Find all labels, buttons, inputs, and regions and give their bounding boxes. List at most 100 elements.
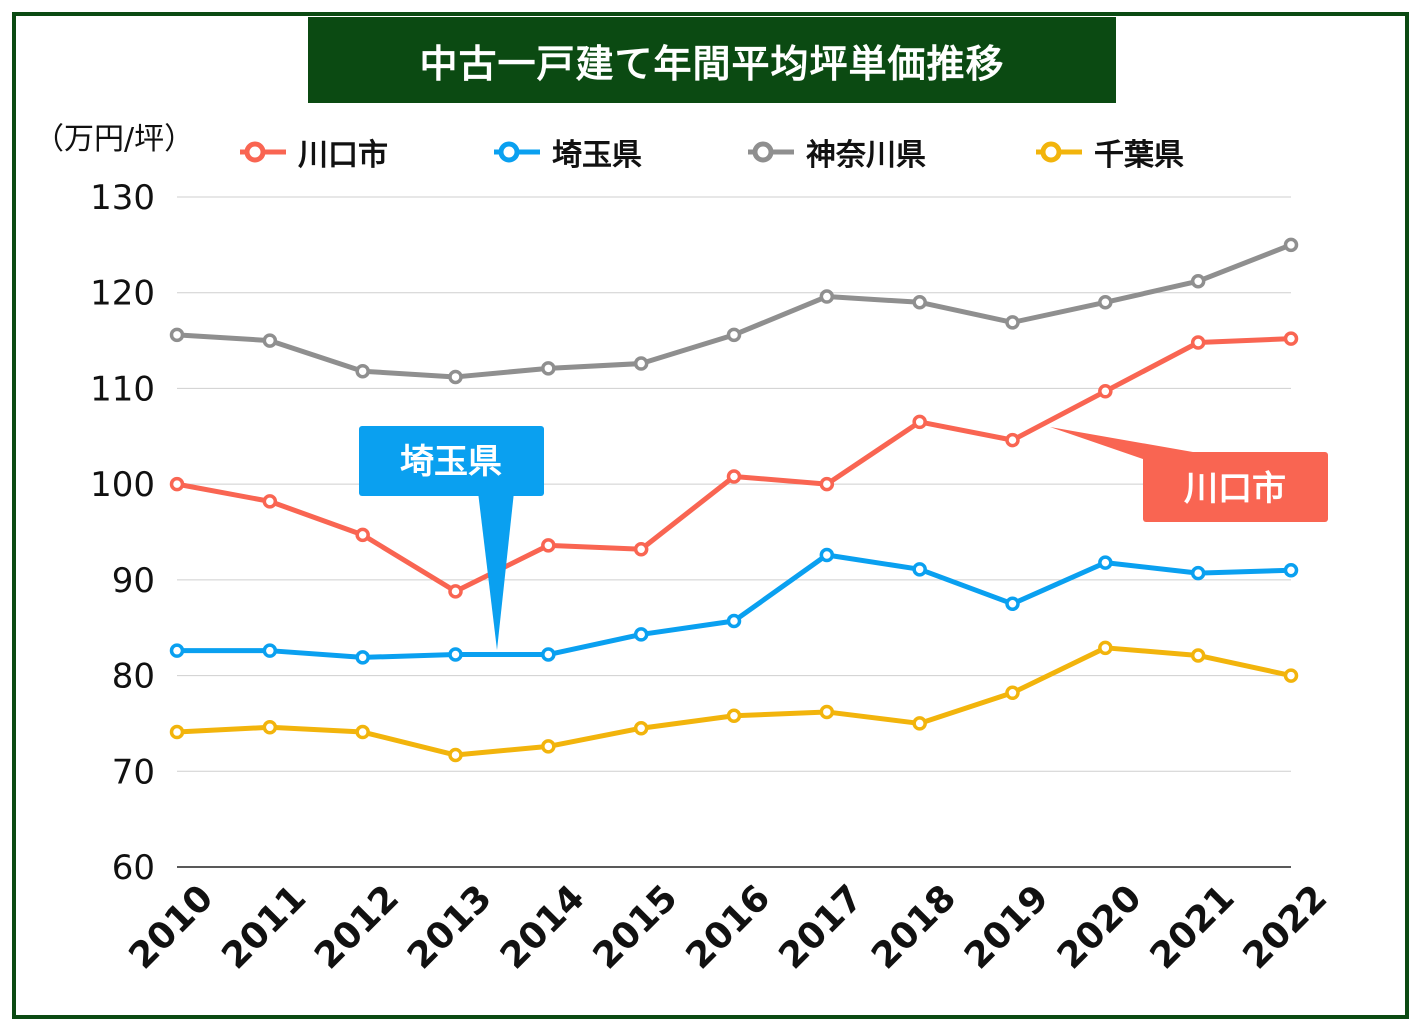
y-tick-label: 100: [90, 465, 155, 505]
y-axis-unit-label: （万円/坪）: [34, 122, 195, 157]
legend-label: 千葉県: [1094, 138, 1184, 173]
data-point: [1005, 685, 1020, 701]
series-1: [169, 547, 1299, 665]
data-point: [169, 327, 185, 343]
legend-label: 川口市: [298, 138, 388, 173]
data-point: [262, 494, 278, 509]
series-2: [169, 237, 1299, 385]
data-point: [1005, 596, 1020, 612]
data-point: [1283, 668, 1299, 683]
data-point: [355, 650, 370, 665]
data-point: [1283, 331, 1299, 346]
data-point: [819, 547, 835, 563]
x-tick-label: 2016: [679, 877, 779, 977]
y-tick-label: 60: [112, 848, 155, 888]
legend-label: 埼玉県: [552, 138, 642, 173]
data-point: [1098, 295, 1113, 310]
data-point: [1190, 648, 1206, 663]
x-tick-label: 2013: [400, 877, 500, 977]
y-tick-label: 110: [90, 369, 155, 409]
data-point: [541, 361, 556, 376]
data-point: [262, 333, 278, 348]
y-tick-label: 90: [112, 561, 155, 601]
data-point: [819, 476, 835, 492]
data-point: [262, 643, 278, 658]
legend-marker-icon: [494, 141, 540, 163]
x-tick-label: 2015: [586, 877, 686, 977]
callout-kawaguchi-label: 川口市: [1184, 469, 1286, 509]
x-tick-label: 2020: [1050, 877, 1150, 977]
data-point: [912, 716, 927, 731]
y-tick-label: 130: [90, 178, 155, 218]
data-point: [1283, 237, 1299, 253]
data-point: [1190, 273, 1206, 289]
data-point: [1005, 315, 1020, 330]
y-tick-label: 120: [90, 274, 155, 314]
data-point: [1190, 335, 1206, 350]
data-point: [541, 538, 556, 553]
series-line: [174, 552, 1294, 660]
data-point: [355, 724, 370, 740]
data-point: [1098, 555, 1113, 570]
data-point: [448, 647, 463, 662]
series-3: [169, 640, 1299, 763]
callout-kawaguchi: 川口市: [1050, 427, 1328, 522]
data-point: [1190, 565, 1206, 581]
x-tick-label: 2014: [493, 877, 593, 977]
legend-label: 神奈川県: [806, 138, 926, 173]
series-0: [169, 331, 1299, 599]
x-tick-label: 2018: [864, 877, 964, 977]
y-tick-label: 70: [112, 752, 155, 792]
legend-marker-icon: [748, 141, 794, 163]
legend-item-chiba: 千葉県: [1036, 130, 1184, 174]
data-point: [355, 527, 370, 543]
data-point: [541, 647, 556, 662]
callout-saitama: 埼玉県: [359, 426, 544, 650]
series-line: [174, 336, 1294, 594]
legend-item-kawaguchi: 川口市: [240, 130, 388, 174]
legend-marker-icon: [1036, 141, 1082, 163]
data-point: [819, 704, 835, 720]
legend-marker-icon: [240, 141, 286, 163]
series-line: [174, 645, 1294, 758]
legend-item-saitama: 埼玉県: [494, 130, 642, 174]
data-point: [633, 627, 649, 642]
data-point: [448, 369, 463, 385]
data-point: [726, 613, 742, 629]
data-point: [1283, 563, 1299, 578]
data-point: [633, 541, 649, 557]
x-tick-label: 2021: [1143, 877, 1243, 977]
data-point: [1098, 640, 1113, 656]
callout-saitama-label: 埼玉県: [400, 442, 502, 482]
data-point: [1005, 432, 1020, 448]
x-tick-label: 2017: [771, 877, 871, 977]
data-point: [448, 747, 463, 763]
data-point: [726, 469, 742, 484]
x-tick-label: 2010: [122, 877, 222, 977]
data-point: [169, 643, 185, 658]
data-point: [262, 720, 278, 735]
data-point: [169, 724, 185, 740]
data-point: [355, 363, 370, 379]
data-point: [169, 476, 185, 492]
x-tick-label: 2011: [214, 877, 314, 977]
data-point: [1098, 384, 1113, 399]
data-point: [448, 584, 463, 599]
x-tick-label: 2012: [307, 877, 407, 977]
legend-item-kanagawa: 神奈川県: [748, 130, 926, 174]
data-point: [819, 289, 835, 304]
data-point: [633, 720, 649, 736]
series-line: [174, 242, 1294, 380]
data-point: [912, 295, 927, 310]
y-tick-label: 80: [112, 657, 155, 697]
x-tick-label: 2019: [957, 877, 1057, 977]
data-point: [726, 327, 742, 343]
data-point: [912, 414, 927, 430]
data-point: [912, 562, 927, 577]
x-tick-label: 2022: [1236, 877, 1336, 977]
chart-title: 中古一戸建て年間平均坪単価推移: [419, 41, 1005, 86]
data-point: [726, 708, 742, 724]
chart-title-banner: 中古一戸建て年間平均坪単価推移: [308, 17, 1116, 103]
data-point: [633, 356, 649, 371]
